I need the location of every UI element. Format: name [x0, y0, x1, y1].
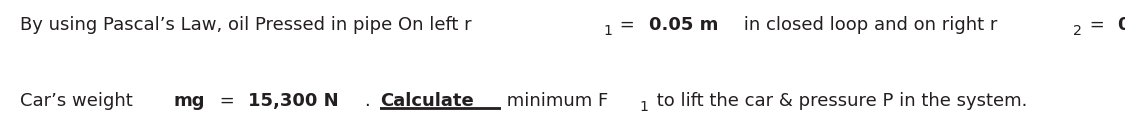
- Text: 0.05 m: 0.05 m: [649, 16, 718, 34]
- Text: Calculate: Calculate: [380, 92, 474, 110]
- Text: in closed loop and on right r: in closed loop and on right r: [738, 16, 998, 34]
- Text: 1: 1: [639, 100, 648, 114]
- Text: 2: 2: [1073, 24, 1082, 38]
- Text: 0.15 m.: 0.15 m.: [1118, 16, 1125, 34]
- Text: mg: mg: [173, 92, 205, 110]
- Text: minimum F: minimum F: [501, 92, 608, 110]
- Text: .: .: [364, 92, 377, 110]
- Text: 1: 1: [603, 24, 612, 38]
- Text: to lift the car & pressure P in the system.: to lift the car & pressure P in the syst…: [650, 92, 1027, 110]
- Text: 15,300 N: 15,300 N: [248, 92, 339, 110]
- Text: =: =: [1084, 16, 1110, 34]
- Text: =: =: [214, 92, 241, 110]
- Text: =: =: [614, 16, 641, 34]
- Text: Car’s weight: Car’s weight: [20, 92, 138, 110]
- Text: By using Pascal’s Law, oil Pressed in pipe On left r: By using Pascal’s Law, oil Pressed in pi…: [20, 16, 471, 34]
